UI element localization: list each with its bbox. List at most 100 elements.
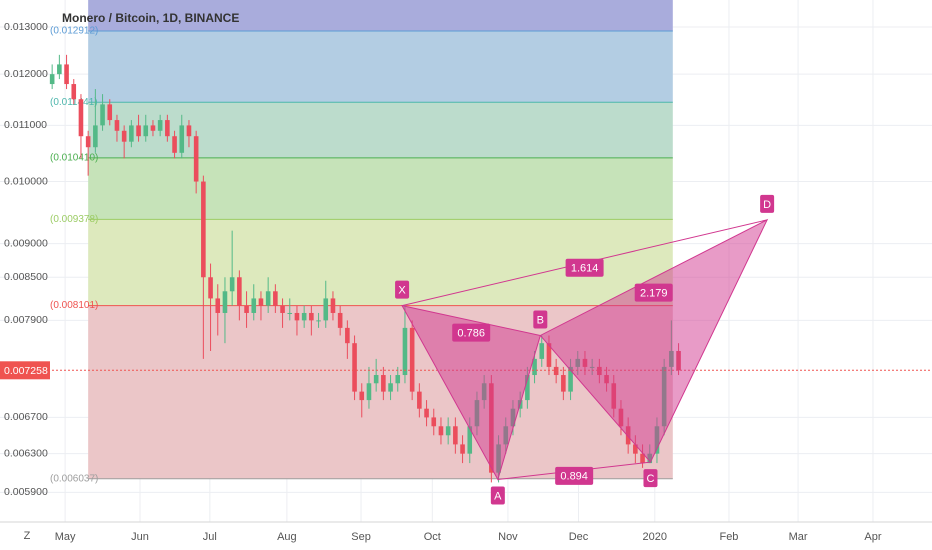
fib-retracement: (0.012912)(0.011441)(0.010410)(0.009378)… [50,0,673,484]
fib-band [88,102,673,158]
y-tick-label: 0.005900 [4,486,48,498]
pattern-triangle [539,218,769,464]
candle-body [251,298,257,313]
candle-body [136,125,141,137]
candle-body [359,391,365,401]
candle-body [57,64,62,75]
x-tick-label: 2020 [643,531,667,543]
y-tick-label: 0.006300 [4,447,48,459]
candle-body [381,375,386,392]
y-tick-label: 0.013000 [4,21,48,33]
candle-body [373,375,379,384]
point-label: X [398,285,406,297]
candle-body [121,130,127,142]
candle-body [388,383,393,392]
y-tick-label: 0.007900 [4,314,48,326]
scale-button[interactable]: Z [24,530,31,542]
fib-label: (0.006037) [50,473,98,484]
fib-label: (0.012912) [50,26,98,37]
candle-body [395,375,401,384]
x-tick-label: Apr [864,531,881,543]
point-box [395,280,410,299]
x-tick-label: Jul [203,531,217,543]
candle-body [301,312,307,321]
candle-body [330,298,336,313]
candle-body [143,125,149,137]
candle-body [431,417,437,427]
y-tick-label: 0.011000 [4,119,47,131]
y-tick-label: 0.010000 [4,175,48,187]
candle-body [409,327,415,392]
ratio-box [452,323,491,342]
candle-body [229,277,235,292]
x-tick-label: Feb [719,531,738,543]
candle-body [172,136,177,153]
candle-body [561,375,566,392]
candle-body [258,298,264,306]
fib-band [88,0,673,32]
candle-body [49,74,55,85]
candle-body [222,291,228,313]
y-tick-label: 0.008500 [4,271,48,283]
fib-band [88,157,673,220]
candle-body [445,426,451,436]
point-label: B [537,314,544,326]
candle-body [294,312,300,321]
candle-body [539,343,545,359]
ratio-label: 2.179 [640,288,668,300]
candle-body [633,444,638,454]
candle-body [85,136,91,148]
fib-label: (0.008101) [50,300,98,311]
ratio-label: 0.786 [457,327,485,339]
y-tick-label: 0.009000 [4,237,48,249]
x-axis-band [0,522,932,550]
candle-body [157,120,163,131]
point-box [490,486,505,505]
candle-body [467,426,473,454]
point-label: C [647,473,655,485]
candle-body [107,104,113,121]
candle-body [193,136,199,182]
chart-title: Monero / Bitcoin, 1D, BINANCE [62,11,239,25]
candle-body [525,375,530,401]
last-price-tag [0,361,50,380]
candle-body [453,426,458,445]
candle-body [287,312,293,314]
candle-body [71,84,77,100]
candle-body [568,366,573,392]
point-box [643,469,658,488]
ratio-box [565,258,604,277]
point-box [760,194,775,213]
point-label: A [494,490,502,502]
candle-body [237,277,242,306]
candle-body [460,444,465,454]
axes: Z May Jun Jul Aug Sep Oct Nov Dec 2020 Feb Mar Apr 0… [0,21,932,550]
ratio-box [555,466,594,485]
candle-body [186,125,192,137]
candle-body [273,291,278,306]
candle-body [316,320,321,322]
candle-body [553,366,559,376]
fib-label: (0.009378) [50,214,98,225]
x-tick-label: Sep [351,531,371,543]
candle-body [352,343,357,392]
candle-body [546,343,552,367]
candle-body [64,64,69,85]
x-tick-label: Mar [789,531,808,543]
candle-body [417,391,422,409]
candle-body [309,312,314,321]
y-tick-label: 0.006700 [4,411,48,423]
candle-body [424,408,429,418]
candle-body [323,298,329,321]
x-tick-label: Dec [569,531,589,543]
candle-body [337,312,343,328]
x-tick-label: Aug [277,531,297,543]
ratio-label: 1.614 [571,263,599,275]
candle-body [78,99,84,137]
candle-body [129,125,134,142]
fib-label: (0.010410) [50,153,98,164]
candle-body [93,125,98,148]
candle-body [345,327,350,344]
candle-body [366,383,372,401]
y-tick-label: 0.012000 [4,68,48,80]
